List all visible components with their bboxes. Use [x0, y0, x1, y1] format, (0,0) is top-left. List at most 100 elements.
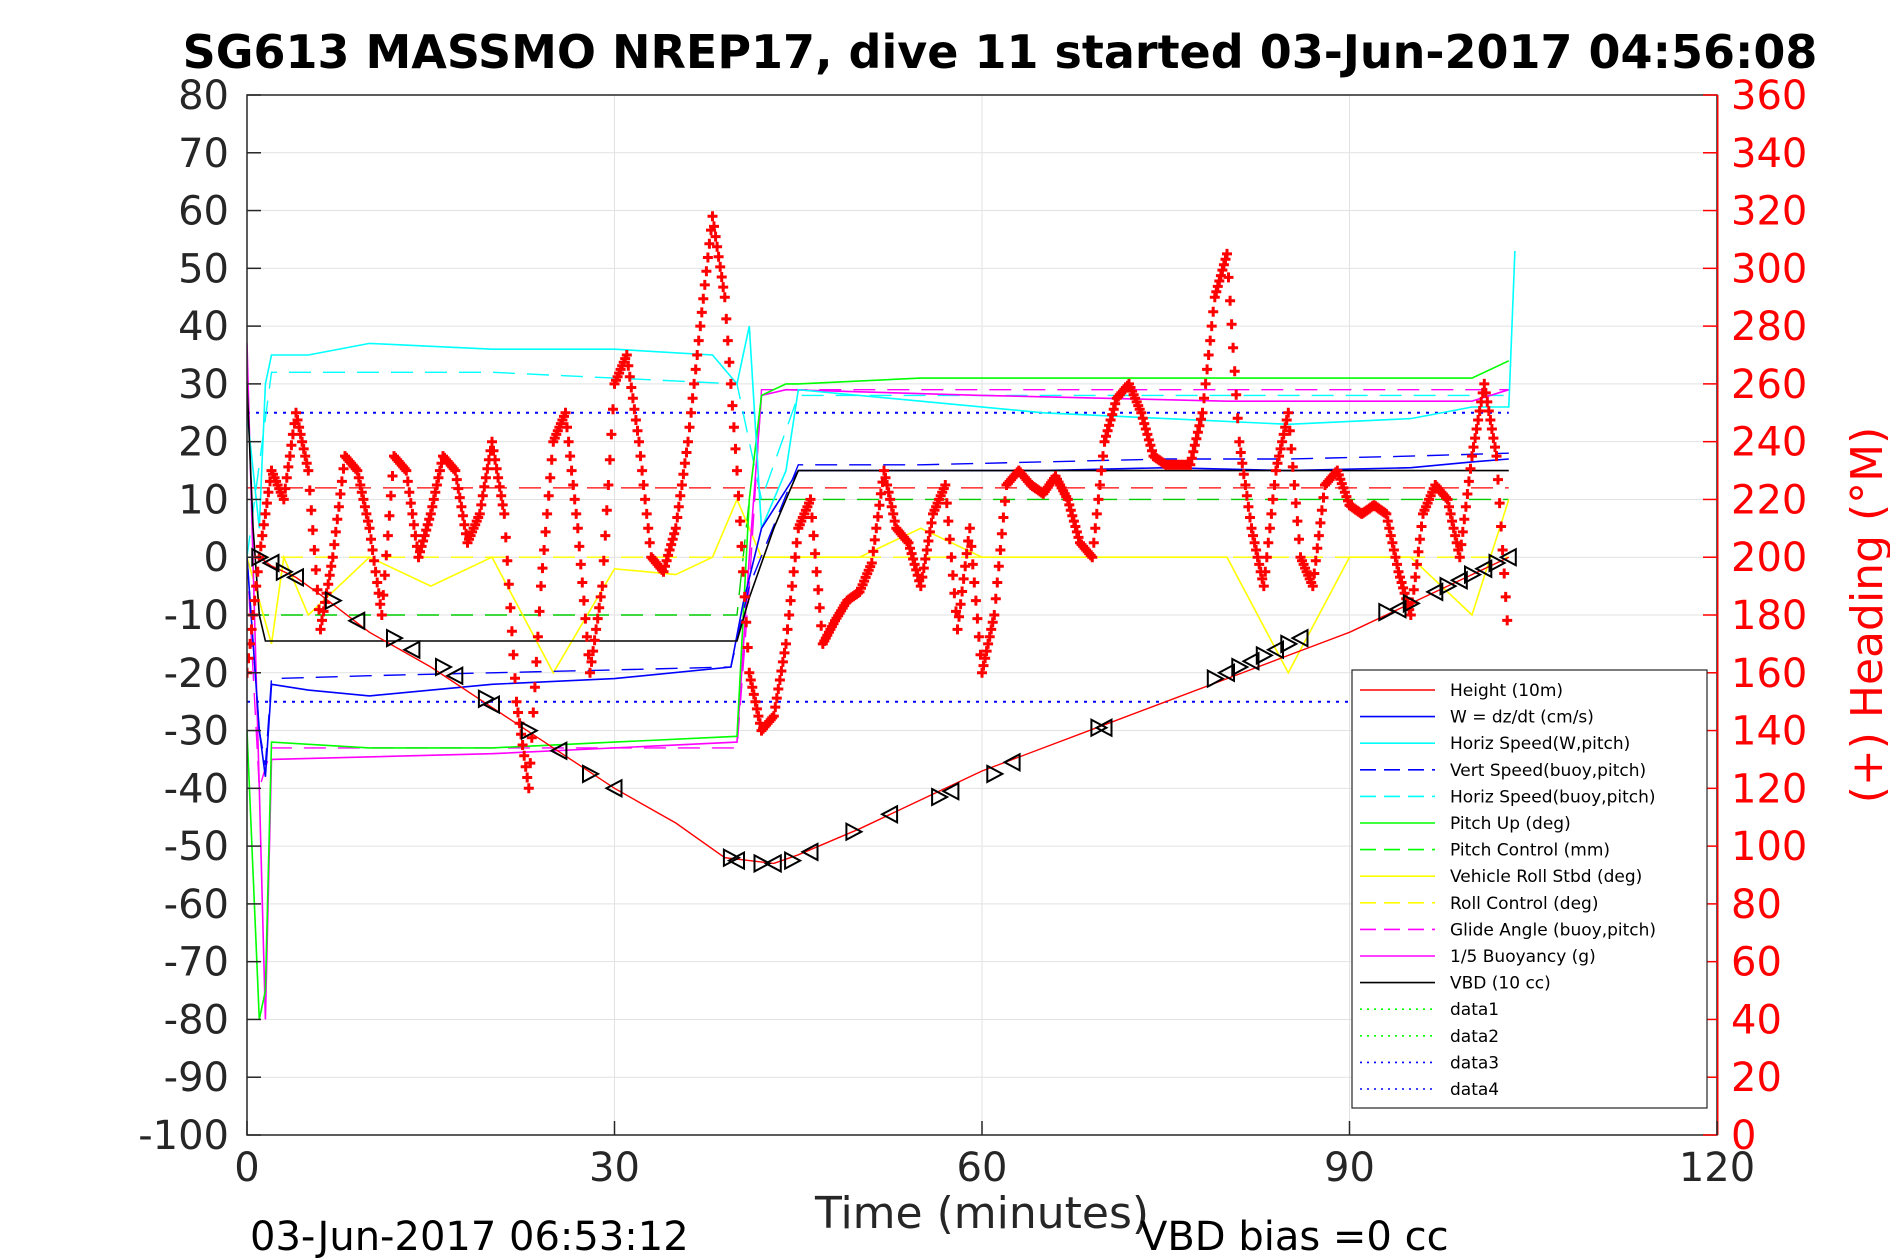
position-marker [1464, 564, 1483, 585]
series-height [247, 556, 1510, 865]
heading-plus-markers [247, 211, 1513, 794]
x-tick-label: 0 [234, 1145, 259, 1191]
position-marker [879, 804, 899, 824]
y2-tick-label: 300 [1731, 246, 1807, 292]
position-marker [1241, 651, 1260, 671]
position-marker [986, 764, 1005, 784]
y2-tick-label: 0 [1731, 1113, 1756, 1159]
position-marker [604, 778, 623, 798]
legend-entry: Horiz Speed(buoy,pitch) [1450, 787, 1656, 807]
position-marker [285, 567, 304, 588]
position-marker [763, 853, 782, 874]
position-marker [1090, 718, 1109, 738]
position-marker [275, 562, 294, 582]
y-tick-label: 50 [178, 246, 229, 292]
position-marker [1498, 547, 1517, 567]
position-marker [386, 628, 405, 648]
series-pitch [247, 360, 1510, 1020]
y-tick-label: -70 [164, 940, 229, 986]
y-tick-label: -80 [164, 997, 229, 1043]
y-tick-label: -60 [164, 882, 229, 928]
position-marker [445, 666, 464, 686]
series-glide-angle [247, 389, 1509, 789]
legend-entry: VBD (10 cc) [1450, 974, 1551, 994]
position-marker [582, 764, 601, 784]
y2-tick-label: 260 [1731, 362, 1807, 408]
position-marker [1002, 752, 1021, 772]
position-marker [261, 553, 280, 573]
x-tick-label: 90 [1324, 1145, 1375, 1191]
y2-tick-label: 360 [1731, 73, 1807, 119]
position-marker [1402, 593, 1421, 614]
position-marker [1216, 663, 1235, 683]
y2-tick-label: 140 [1731, 709, 1807, 755]
position-marker [726, 850, 745, 871]
y-tick-label: -20 [164, 651, 229, 697]
x-tick-label: 30 [589, 1145, 640, 1191]
position-marker [347, 611, 366, 631]
chart-title: SG613 MASSMO NREP17, dive 11 started 03-… [183, 25, 1818, 79]
x-tick-label: 120 [1679, 1145, 1755, 1191]
x-axis: 0 30 60 90 120 [234, 1121, 1755, 1191]
position-marker [931, 787, 950, 807]
position-marker [1439, 576, 1458, 596]
y-tick-label: -10 [164, 593, 229, 639]
left-y-axis: 80 70 60 50 40 30 20 10 0 -10 -20 -30 -40 -50 -60 -70 -8… [138, 73, 261, 1159]
y-tick-label: 10 [178, 477, 229, 523]
position-marker [1425, 582, 1444, 602]
position-marker [1378, 602, 1397, 622]
position-marker [435, 657, 454, 677]
position-marker [324, 590, 343, 611]
position-marker [549, 741, 568, 761]
series-group [247, 250, 1516, 1020]
legend-entry: data2 [1450, 1027, 1499, 1047]
legend-entry: Vehicle Roll Stbd (deg) [1450, 867, 1642, 887]
legend-entry: Height (10m) [1450, 681, 1563, 701]
y2-tick-label: 200 [1731, 535, 1807, 581]
position-marker [520, 720, 539, 741]
y2-tick-label: 60 [1731, 940, 1782, 986]
legend-entry: Vert Speed(buoy,pitch) [1450, 761, 1646, 781]
position-marker [1265, 640, 1284, 660]
position-marker [800, 842, 819, 862]
y2-tick-label: 320 [1731, 189, 1807, 235]
legend-entry: data1 [1450, 1000, 1499, 1020]
position-marker [1206, 668, 1225, 689]
heading-markers [247, 211, 1513, 794]
position-marker [1094, 718, 1113, 738]
y-tick-label: 20 [178, 420, 229, 466]
position-marker [1388, 599, 1407, 619]
y-tick-label: 80 [178, 73, 229, 119]
y2-tick-label: 240 [1731, 420, 1807, 466]
legend-entry: Horiz Speed(W,pitch) [1450, 734, 1630, 754]
y-tick-label: 60 [178, 189, 229, 235]
y-tick-label: 40 [178, 304, 229, 350]
series-buoyancy [247, 343, 1510, 1020]
y2-tick-label: 40 [1731, 997, 1782, 1043]
position-marker [941, 781, 960, 801]
y2-tick-label: 20 [1731, 1055, 1782, 1101]
position-marker [402, 640, 421, 660]
footer-vbd-bias: VBD bias =0 cc [1140, 1214, 1449, 1260]
series-horiz-speed [247, 250, 1516, 529]
right-axis-line [1717, 95, 1719, 1135]
x-tick-label: 60 [957, 1145, 1008, 1191]
y-tick-label: -40 [164, 766, 229, 812]
legend-entry: Pitch Control (mm) [1450, 841, 1610, 861]
legend: Height (10m) W = dz/dt (cm/s) Horiz Speed(… [1351, 669, 1708, 1109]
position-marker [481, 694, 500, 715]
position-marker [1449, 570, 1468, 590]
legend-entry: data3 [1450, 1053, 1499, 1073]
y2-tick-label: 160 [1731, 651, 1807, 697]
y-tick-label: -30 [164, 709, 229, 755]
y2-tick-label: 80 [1731, 882, 1782, 928]
position-marker [1488, 553, 1507, 573]
legend-entry: Roll Control (deg) [1450, 894, 1598, 914]
legend-entry: Glide Angle (buoy,pitch) [1450, 920, 1656, 940]
y2-tick-label: 340 [1731, 131, 1807, 177]
position-marker [753, 853, 772, 874]
right-axis-label: (+) Heading (°M) [1842, 427, 1890, 804]
series-roll [247, 497, 1510, 675]
x-axis-label: Time (minutes) [814, 1188, 1149, 1239]
y-tick-label: -90 [164, 1055, 229, 1101]
